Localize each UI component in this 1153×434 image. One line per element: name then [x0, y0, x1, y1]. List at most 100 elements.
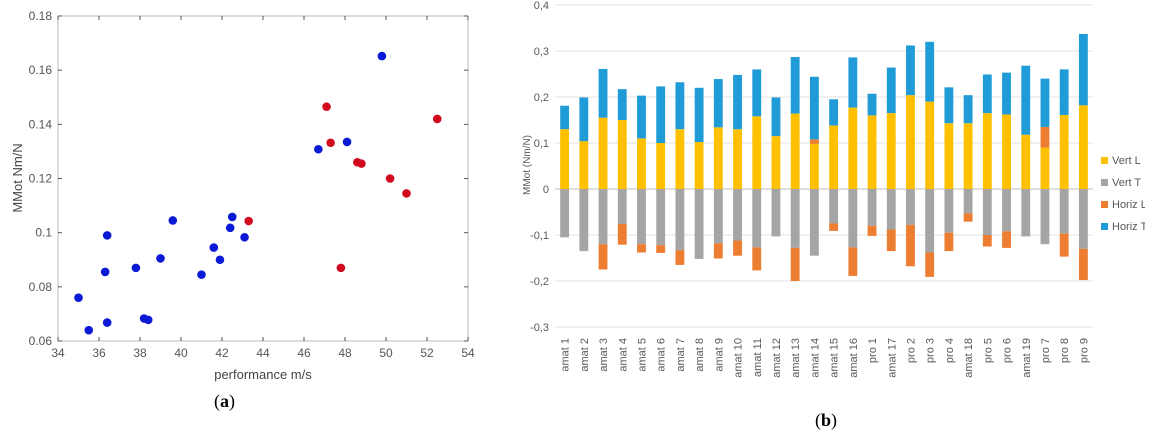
x-tick-label-b: pro 5	[982, 338, 994, 363]
legend-swatch	[1101, 223, 1108, 230]
bar-segment-horiz-t	[906, 45, 915, 96]
bar-segment-vert-t	[771, 189, 781, 237]
bar-segment-vert-t	[925, 189, 935, 253]
scatter-point-blue	[131, 263, 141, 273]
x-tick-label-b: amat 4	[617, 338, 629, 372]
y-tick-label-a: 0.12	[29, 172, 53, 186]
bar-segment-vert-l	[829, 125, 839, 189]
x-tick-label-a: 48	[338, 346, 352, 360]
scatter-point-blue	[215, 255, 225, 265]
scatter-point-red	[385, 174, 395, 183]
x-tick-label-b: pro 9	[1078, 338, 1090, 363]
bar-segment-horiz-t	[1059, 69, 1069, 115]
x-tick-label-a: 54	[461, 346, 475, 360]
x-tick-label-b: amat 1	[560, 338, 572, 372]
bar-segment-horiz-l	[886, 229, 896, 252]
y-tick-label-b: 0,2	[534, 92, 549, 104]
scatter-point-blue	[102, 231, 112, 240]
y-tick-label-a: 0.14	[29, 117, 53, 131]
x-tick-label-b: amat 12	[771, 338, 783, 378]
bar-segment-vert-t	[809, 189, 819, 256]
x-tick-label-b: pro 8	[1059, 338, 1071, 363]
bar-segment-horiz-t	[1040, 78, 1050, 127]
bar-segment-vert-t	[944, 189, 954, 233]
bar-segment-vert-l	[1059, 114, 1069, 189]
bar-segment-vert-l	[637, 138, 646, 189]
bar-segment-horiz-l	[790, 247, 800, 281]
y-tick-label-a: 0.1	[35, 226, 52, 240]
scatter-point-red	[402, 189, 411, 198]
bar-segment-horiz-t	[1078, 33, 1088, 106]
bar-segment-horiz-l	[656, 245, 666, 253]
bar-segment-horiz-l	[906, 224, 915, 267]
bar-segment-horiz-l	[809, 139, 819, 144]
bar-segment-vert-l	[809, 143, 819, 189]
legend-swatch	[1101, 201, 1108, 208]
x-tick-label-a: 50	[379, 346, 393, 360]
x-tick-label-b: amat 13	[790, 338, 802, 378]
x-tick-label-b: amat 10	[733, 338, 745, 378]
x-tick-label-b: amat 16	[848, 338, 860, 378]
x-axis-label-a: performance m/s	[214, 367, 312, 382]
bar-segment-vert-l	[752, 116, 762, 189]
x-tick-label-b: amat 3	[598, 338, 610, 372]
bar-segment-vert-t	[1078, 189, 1088, 249]
x-tick-label-a: 44	[256, 346, 270, 360]
x-tick-label-a: 38	[133, 346, 147, 360]
x-tick-label-b: amat 7	[675, 338, 687, 372]
bar-segment-horiz-l	[1059, 233, 1069, 257]
bar-segment-horiz-t	[675, 82, 685, 130]
x-tick-label-b: pro 6	[1002, 338, 1014, 363]
bar-segment-horiz-l	[867, 225, 877, 236]
bar-segment-horiz-l	[637, 244, 646, 253]
scatter-point-red	[432, 114, 442, 124]
bar-segment-vert-t	[848, 189, 858, 248]
legend-swatch	[1101, 157, 1108, 164]
legend-label: Vert L	[1112, 155, 1141, 167]
x-tick-label-a: 46	[297, 346, 311, 360]
bar-segment-vert-l	[656, 143, 666, 189]
x-tick-label-b: amat 5	[636, 338, 648, 372]
x-tick-label-b: amat 14	[809, 338, 821, 378]
bar-segment-horiz-l	[752, 247, 762, 271]
scatter-point-blue	[377, 51, 387, 61]
bar-segment-horiz-t	[867, 93, 877, 116]
scatter-point-blue	[227, 212, 237, 222]
bar-segment-vert-t	[598, 189, 608, 245]
x-tick-label-b: amat 18	[963, 338, 975, 378]
bar-segment-vert-t	[579, 189, 589, 252]
bar-segment-horiz-l	[733, 240, 742, 256]
bar-segment-horiz-t	[579, 97, 589, 142]
bar-segment-vert-l	[1021, 134, 1031, 189]
x-tick-label-b: pro 4	[944, 338, 956, 363]
bar-segment-horiz-l	[598, 244, 608, 270]
bar-segment-vert-l	[963, 123, 973, 189]
x-tick-label-b: amat 11	[752, 338, 764, 377]
bar-segment-horiz-l	[829, 223, 839, 231]
bar-segment-horiz-t	[848, 57, 858, 108]
bar-segment-horiz-t	[886, 67, 896, 114]
y-tick-label-a: 0.06	[29, 334, 53, 348]
bar-segment-horiz-l	[848, 247, 858, 276]
y-axis-label-b: MMot (Nm/N)	[522, 135, 533, 195]
bar-segment-vert-t	[829, 189, 839, 224]
bar-segment-vert-t	[1059, 189, 1069, 234]
x-tick-label-b: amat 2	[579, 338, 591, 372]
x-tick-label-a: 52	[420, 346, 434, 360]
bar-segment-horiz-t	[617, 89, 627, 120]
x-tick-label-a: 34	[51, 346, 65, 360]
bar-segment-vert-t	[617, 189, 627, 224]
bar-segment-horiz-t	[963, 95, 973, 124]
plot-area-a	[57, 15, 469, 342]
bar-segment-vert-l	[771, 136, 781, 189]
y-axis-label-a: MMot Nm/N	[10, 143, 25, 212]
x-tick-label-b: pro 1	[867, 338, 879, 363]
bar-segment-vert-t	[713, 189, 723, 244]
y-tick-label-b: 0,3	[534, 46, 549, 58]
scatter-point-red	[357, 159, 366, 168]
bar-segment-horiz-t	[560, 105, 570, 130]
bar-segment-horiz-l	[617, 223, 627, 245]
bar-segment-vert-l	[906, 95, 915, 189]
bar-segment-horiz-l	[925, 252, 935, 277]
bar-segment-vert-l	[579, 141, 589, 189]
